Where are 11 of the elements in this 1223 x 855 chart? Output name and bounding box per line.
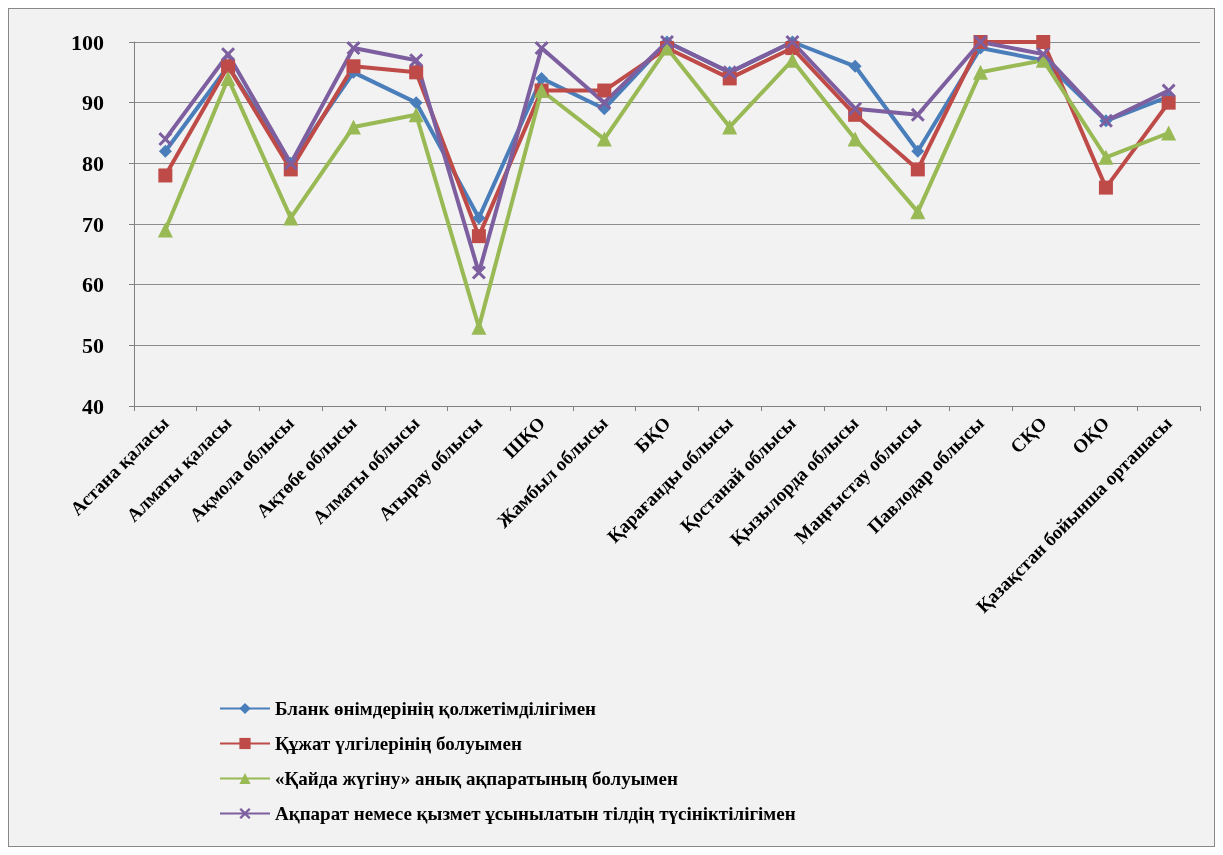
- y-tick-label: 80: [82, 150, 104, 176]
- y-tick-label: 70: [82, 211, 104, 237]
- legend-label: «Қайда жүгіну» анық ақпаратының болуымен: [275, 768, 678, 789]
- y-tick-label: 90: [82, 90, 104, 116]
- legend-label: Ақпарат немесе қызмет ұсынылатын тілдің түсініктілігімен: [275, 803, 796, 824]
- y-tick-label: 60: [82, 272, 104, 298]
- legend-label: Бланк өнімдерінің қолжетімділігімен: [275, 698, 597, 719]
- legend-label: Құжат үлгілерінің болуымен: [275, 733, 522, 754]
- y-tick-label: 40: [82, 393, 104, 419]
- y-tick-label: 100: [71, 29, 104, 55]
- y-tick-label: 50: [82, 332, 104, 358]
